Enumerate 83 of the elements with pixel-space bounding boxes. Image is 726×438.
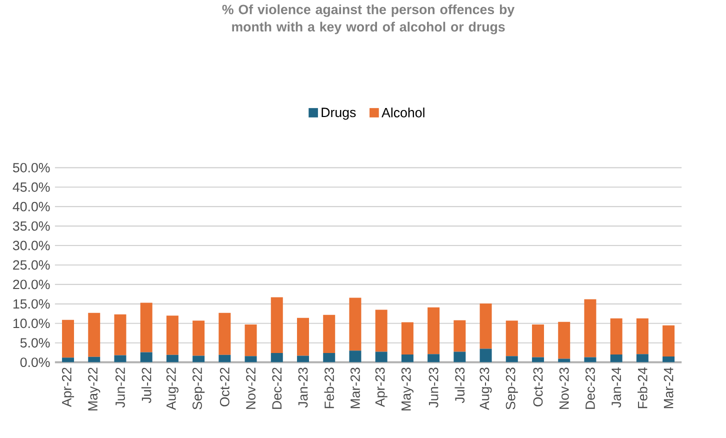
x-tick-label: Jun-23 — [428, 367, 438, 408]
x-tick-label: Apr-22 — [62, 368, 74, 407]
bar — [480, 303, 492, 349]
x-tick-label: Dec-22 — [272, 368, 282, 409]
bar — [636, 318, 648, 354]
y-tick-label: 15.0% — [13, 299, 50, 308]
chart-title: % Of violence against the person offences by month with a key word of alcohol or drugs — [222, 4, 515, 34]
x-tick-label: Feb-23 — [324, 367, 334, 408]
bar — [88, 312, 100, 357]
bar — [192, 356, 205, 362]
x-tick-label: May-23 — [401, 367, 414, 410]
x-tick-label: Aug-23 — [480, 367, 492, 410]
bar — [166, 354, 178, 362]
bar — [297, 318, 310, 356]
x-tick-label: Aug-22 — [166, 368, 178, 410]
bar — [662, 325, 675, 356]
bar — [662, 356, 675, 362]
bar — [532, 324, 544, 358]
bar — [401, 322, 414, 354]
y-tick-label: 45.0% — [12, 182, 50, 192]
x-tick-label: Sep-22 — [192, 368, 205, 410]
bar — [506, 320, 518, 356]
x-tick-label: Jun-22 — [116, 368, 125, 408]
x-tick-label: May-22 — [88, 368, 100, 410]
x-tick-label: Dec-23 — [586, 367, 595, 409]
x-tick-label: Feb-24 — [638, 367, 648, 408]
bar — [270, 352, 283, 362]
x-tick-label: Oct-22 — [220, 368, 230, 406]
bar — [375, 352, 388, 362]
y-tick-label: 25.0% — [13, 260, 50, 270]
bar — [428, 307, 440, 354]
bar — [297, 356, 310, 362]
y-tick-label: 10.0% — [13, 318, 50, 328]
bar — [218, 354, 231, 362]
y-tick-label: 0.0% — [20, 357, 50, 367]
bar — [480, 348, 492, 362]
bar — [349, 298, 362, 350]
x-tick-label: Mar-24 — [664, 367, 674, 408]
bar — [270, 297, 283, 353]
x-tick-label: Nov-22 — [246, 368, 256, 409]
legend-label: Alcohol — [382, 107, 424, 118]
bar — [62, 357, 74, 362]
bar — [610, 354, 622, 362]
bar — [506, 356, 518, 362]
bar — [584, 299, 596, 358]
x-tick-label: Jan-23 — [298, 367, 308, 408]
bar — [375, 310, 388, 352]
x-tick-label: Oct-23 — [533, 367, 543, 406]
bar — [428, 354, 440, 362]
bar — [610, 318, 622, 354]
bar — [323, 314, 336, 353]
bar — [323, 352, 336, 362]
x-tick-label: Apr-23 — [375, 367, 388, 407]
bar — [218, 312, 231, 355]
bar — [166, 315, 178, 355]
bar — [140, 302, 152, 352]
x-tick-label: Sep-23 — [506, 367, 518, 410]
bar — [558, 322, 570, 359]
bar — [244, 324, 257, 356]
y-tick-label: 20.0% — [13, 280, 50, 290]
x-tick-label: Jan-24 — [612, 367, 622, 408]
bar — [454, 352, 466, 362]
bar — [140, 352, 152, 362]
y-tick-label: 5.0% — [20, 338, 50, 348]
bar — [349, 350, 362, 362]
y-tick-label: 35.0% — [12, 221, 50, 231]
bar — [401, 354, 414, 362]
legend-label: Drugs — [322, 108, 356, 120]
bar — [114, 314, 126, 356]
bar — [114, 355, 126, 362]
x-tick-label: Nov-23 — [559, 367, 569, 409]
x-tick-label: Jul-23 — [454, 367, 465, 403]
y-tick-label: 40.0% — [12, 202, 50, 212]
bar — [636, 354, 648, 362]
bar — [192, 320, 205, 356]
bar — [88, 356, 100, 362]
bar — [244, 356, 257, 362]
bar — [454, 320, 466, 352]
x-tick-label: Mar-23 — [350, 367, 360, 408]
y-tick-label: 50.0% — [12, 162, 50, 172]
bar — [62, 320, 74, 358]
y-tick-label: 30.0% — [12, 240, 50, 250]
x-tick-label: Jul-22 — [141, 368, 152, 403]
